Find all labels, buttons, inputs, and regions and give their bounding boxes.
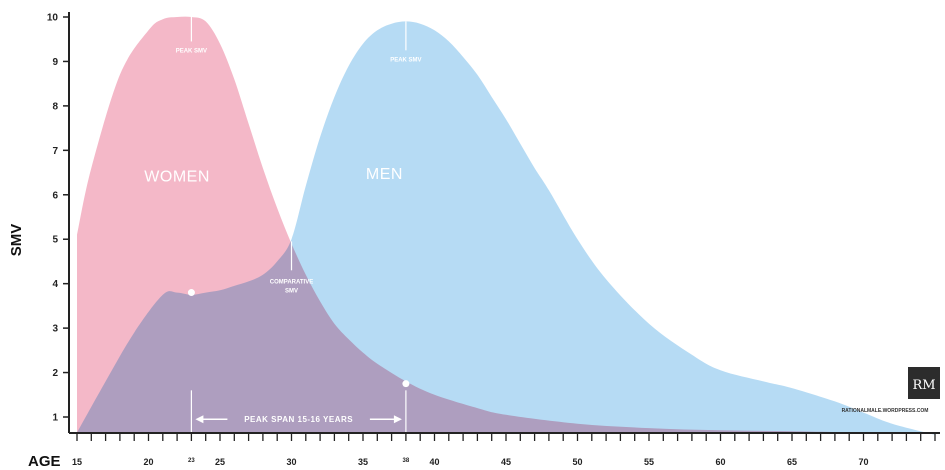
series-area-men (77, 21, 935, 435)
x-tick-label-38: 38 (403, 458, 410, 464)
logo-text: RM (912, 378, 935, 393)
women-peak-label: PEAK SMV (176, 49, 207, 55)
y-tick-label-7: 7 (52, 146, 58, 157)
comparative-label-line1: COMPARATIVE (270, 280, 313, 286)
x-tick-label-70: 70 (858, 457, 868, 467)
peak-span-label: PEAK SPAN 15-16 YEARS (244, 415, 353, 424)
x-tick-label-40: 40 (429, 457, 439, 467)
x-tick-label-60: 60 (715, 457, 725, 467)
x-tick-label-55: 55 (644, 457, 654, 467)
y-tick-label-2: 2 (52, 368, 58, 379)
y-tick-label-9: 9 (52, 57, 58, 68)
span-arrow-right-head (393, 415, 402, 424)
y-tick-label-4: 4 (52, 279, 58, 290)
x-tick-label-65: 65 (787, 457, 797, 467)
x-tick-label-50: 50 (572, 457, 582, 467)
span-arrow-left-head (195, 415, 204, 424)
annotation-group: WOMEN MEN PEAK SMV PEAK SMV COMPARATIVE SMV PE… (144, 17, 422, 433)
comparative-label-line2: SMV (285, 289, 298, 295)
x-tick-label-20: 20 (143, 457, 153, 467)
women-label: WOMEN (144, 168, 210, 185)
watermark-logo: RM RATIONALMALE.WORDPRESS.COM (842, 367, 940, 414)
y-tick-label-8: 8 (52, 101, 58, 112)
men-label: MEN (366, 166, 403, 183)
x-tick-label-30: 30 (286, 457, 296, 467)
y-tick-label-6: 6 (52, 190, 58, 201)
x-tick-label-15: 15 (72, 457, 82, 467)
y-tick-label-1: 1 (52, 413, 58, 424)
x-tick-label-45: 45 (501, 457, 511, 467)
marker-dot-1 (187, 289, 195, 297)
y-axis-title: SMV (8, 224, 25, 257)
x-tick-label-25: 25 (215, 457, 225, 467)
y-tick-label-5: 5 (52, 235, 58, 246)
men-peak-label: PEAK SMV (390, 57, 421, 63)
x-tick-label-35: 35 (358, 457, 368, 467)
marker-dot-2 (402, 380, 410, 388)
y-tick-label-3: 3 (52, 324, 58, 335)
site-label: RATIONALMALE.WORDPRESS.COM (842, 408, 929, 414)
area-series-group (77, 16, 935, 435)
y-tick-label-10: 10 (47, 13, 59, 24)
x-axis-title: AGE (28, 453, 61, 470)
x-tick-label-23: 23 (188, 458, 195, 464)
